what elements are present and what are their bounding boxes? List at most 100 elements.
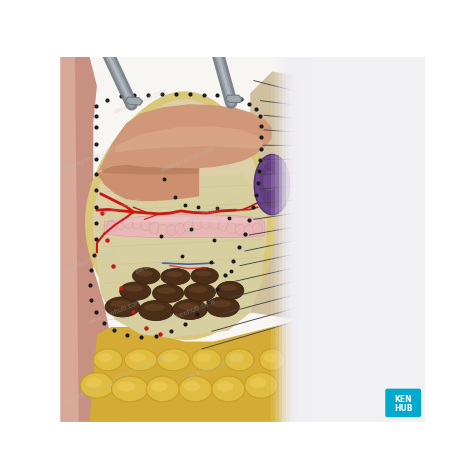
Polygon shape bbox=[100, 164, 199, 174]
Ellipse shape bbox=[206, 297, 239, 317]
Ellipse shape bbox=[93, 349, 122, 371]
Polygon shape bbox=[61, 57, 79, 422]
Text: www.kenhub.com: www.kenhub.com bbox=[61, 146, 118, 173]
Ellipse shape bbox=[210, 218, 219, 229]
Ellipse shape bbox=[225, 349, 254, 371]
Ellipse shape bbox=[151, 382, 167, 392]
Ellipse shape bbox=[245, 373, 278, 398]
Polygon shape bbox=[115, 126, 265, 153]
Ellipse shape bbox=[212, 376, 245, 402]
Ellipse shape bbox=[184, 221, 194, 232]
Ellipse shape bbox=[124, 218, 134, 228]
Ellipse shape bbox=[175, 223, 185, 234]
Text: www.kenhub.com: www.kenhub.com bbox=[112, 353, 169, 381]
Ellipse shape bbox=[173, 300, 207, 319]
Ellipse shape bbox=[184, 382, 201, 392]
Bar bbox=[293, 57, 425, 422]
Ellipse shape bbox=[146, 376, 179, 402]
Text: www.kenhub.com: www.kenhub.com bbox=[87, 299, 144, 326]
Ellipse shape bbox=[189, 286, 208, 293]
Polygon shape bbox=[61, 57, 133, 422]
Ellipse shape bbox=[191, 268, 219, 284]
Text: www.kenhub.com: www.kenhub.com bbox=[61, 247, 118, 275]
Bar bbox=[279, 57, 425, 422]
Ellipse shape bbox=[244, 225, 254, 236]
Polygon shape bbox=[250, 72, 298, 319]
Ellipse shape bbox=[124, 349, 157, 371]
Polygon shape bbox=[126, 97, 143, 105]
FancyBboxPatch shape bbox=[385, 389, 421, 417]
Polygon shape bbox=[97, 173, 265, 338]
Ellipse shape bbox=[124, 285, 143, 292]
Bar bbox=[297, 57, 425, 422]
Ellipse shape bbox=[81, 373, 113, 398]
Text: HUB: HUB bbox=[394, 404, 412, 413]
Ellipse shape bbox=[211, 301, 231, 308]
Bar bbox=[272, 57, 425, 422]
Text: KEN: KEN bbox=[394, 395, 412, 404]
Ellipse shape bbox=[263, 353, 276, 362]
Ellipse shape bbox=[227, 223, 237, 234]
Ellipse shape bbox=[254, 155, 290, 215]
Polygon shape bbox=[226, 95, 242, 102]
Ellipse shape bbox=[157, 349, 190, 371]
Ellipse shape bbox=[129, 353, 146, 362]
Ellipse shape bbox=[157, 287, 176, 294]
Text: www.kenhub.com: www.kenhub.com bbox=[134, 247, 191, 275]
Text: www.kenhub.com: www.kenhub.com bbox=[61, 379, 118, 406]
Bar bbox=[290, 57, 425, 422]
Ellipse shape bbox=[235, 225, 246, 236]
Ellipse shape bbox=[195, 271, 211, 276]
Ellipse shape bbox=[250, 378, 266, 388]
Ellipse shape bbox=[115, 219, 125, 230]
Ellipse shape bbox=[229, 353, 244, 362]
Bar bbox=[286, 57, 425, 422]
Ellipse shape bbox=[141, 220, 151, 231]
Text: www.kenhub.com: www.kenhub.com bbox=[87, 196, 144, 224]
Ellipse shape bbox=[132, 218, 142, 229]
Ellipse shape bbox=[111, 376, 148, 402]
Text: www.kenhub.com: www.kenhub.com bbox=[160, 299, 217, 326]
Ellipse shape bbox=[153, 284, 183, 302]
Ellipse shape bbox=[110, 301, 131, 308]
Ellipse shape bbox=[263, 171, 276, 191]
Ellipse shape bbox=[217, 382, 233, 392]
Text: www.kenhub.com: www.kenhub.com bbox=[112, 87, 169, 114]
Ellipse shape bbox=[107, 221, 117, 232]
Ellipse shape bbox=[85, 378, 102, 388]
Ellipse shape bbox=[98, 353, 112, 362]
Polygon shape bbox=[104, 215, 265, 237]
Ellipse shape bbox=[161, 268, 190, 285]
Text: www.kenhub.com: www.kenhub.com bbox=[185, 353, 242, 381]
Ellipse shape bbox=[149, 222, 160, 234]
Ellipse shape bbox=[259, 349, 285, 371]
Ellipse shape bbox=[133, 268, 160, 284]
Ellipse shape bbox=[166, 225, 177, 236]
Ellipse shape bbox=[253, 223, 263, 234]
Ellipse shape bbox=[144, 304, 165, 311]
Ellipse shape bbox=[117, 382, 135, 392]
Bar bbox=[275, 57, 425, 422]
Ellipse shape bbox=[196, 353, 211, 362]
Ellipse shape bbox=[105, 297, 140, 317]
Ellipse shape bbox=[184, 283, 215, 301]
Ellipse shape bbox=[192, 219, 202, 229]
Text: www.kenhub.com: www.kenhub.com bbox=[185, 196, 242, 224]
Polygon shape bbox=[93, 100, 267, 332]
Ellipse shape bbox=[192, 349, 221, 371]
Ellipse shape bbox=[218, 220, 228, 231]
Polygon shape bbox=[90, 319, 298, 422]
Ellipse shape bbox=[259, 161, 287, 209]
Ellipse shape bbox=[217, 282, 244, 300]
Ellipse shape bbox=[139, 301, 173, 320]
Ellipse shape bbox=[158, 224, 168, 235]
Text: www.kenhub.com: www.kenhub.com bbox=[160, 146, 217, 173]
Bar bbox=[311, 57, 425, 422]
Ellipse shape bbox=[165, 271, 182, 277]
Bar bbox=[283, 57, 425, 422]
Polygon shape bbox=[97, 164, 199, 201]
Ellipse shape bbox=[162, 353, 179, 362]
Polygon shape bbox=[115, 217, 257, 223]
Polygon shape bbox=[85, 91, 275, 340]
Ellipse shape bbox=[201, 218, 211, 228]
